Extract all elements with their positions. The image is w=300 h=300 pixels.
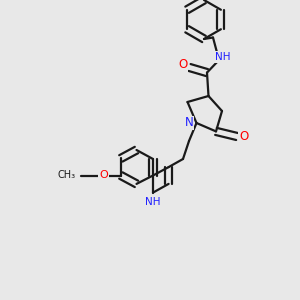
Text: NH: NH [145, 196, 161, 207]
Text: N: N [184, 116, 194, 130]
Text: CH₃: CH₃ [58, 170, 76, 181]
Text: O: O [99, 170, 108, 181]
Text: O: O [239, 130, 248, 143]
Text: NH: NH [215, 52, 230, 62]
Text: O: O [178, 58, 188, 71]
